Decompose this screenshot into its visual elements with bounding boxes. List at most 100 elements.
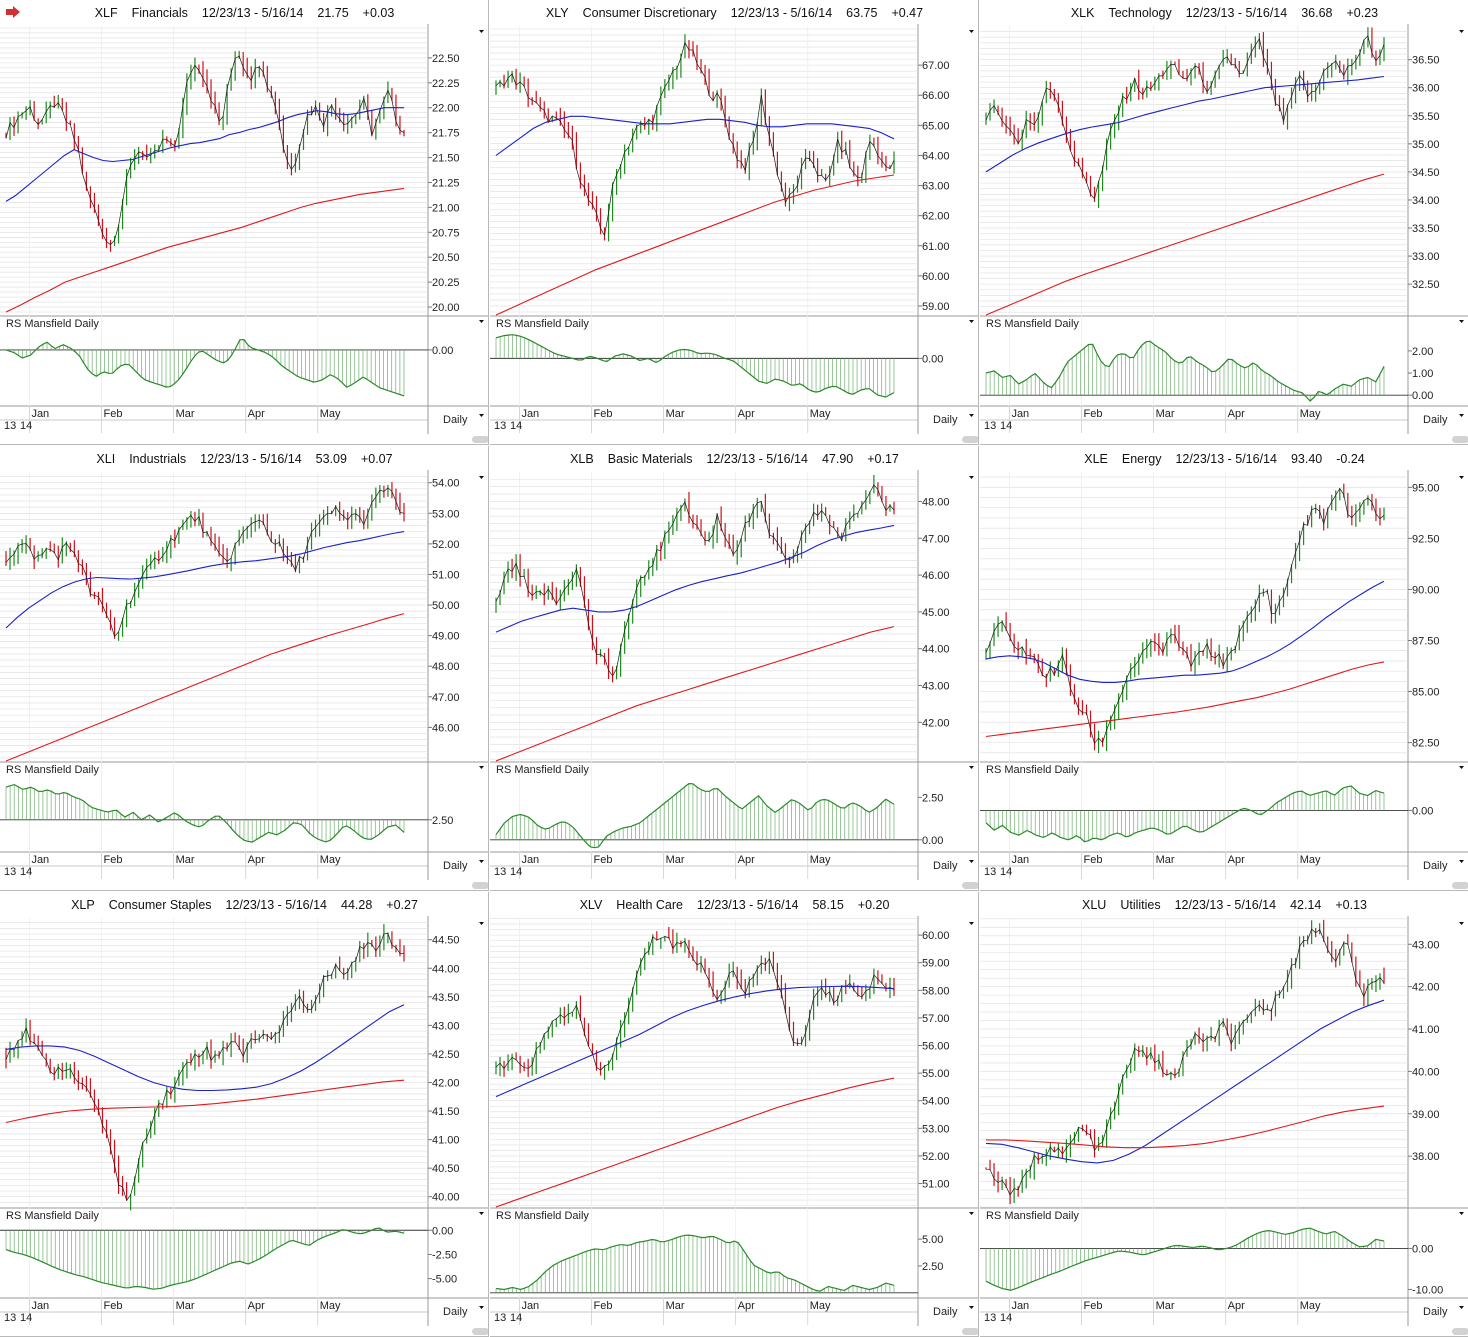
year-label: 13: [4, 866, 16, 878]
dropdown-icon: [479, 922, 484, 925]
sma50-line: [495, 985, 895, 1098]
chart-title: XLI Industrials 12/23/13 - 5/16/14 53.09 +0.…: [0, 452, 488, 466]
chart-panel-xle[interactable]: XLE Energy 12/23/13 - 5/16/14 93.40 -0.24 82.…: [980, 446, 1468, 891]
chart-panel-xlv[interactable]: XLV Health Care 12/23/13 - 5/16/14 58.15 +0.…: [490, 892, 979, 1337]
month-label: Apr: [738, 408, 755, 420]
scrollbar-thumb[interactable]: [472, 436, 489, 443]
scrollbar-thumb[interactable]: [1452, 436, 1468, 443]
price-tick-label: 90.00: [1412, 584, 1440, 596]
price-tick-label: 51.00: [922, 1179, 950, 1191]
price-tick-label: 56.00: [922, 1041, 950, 1053]
dropdown-icon: [1459, 30, 1464, 33]
price-tick-label: 52.00: [432, 539, 460, 551]
price-tick-label: 34.50: [1412, 167, 1440, 179]
chart-panel-xlu[interactable]: XLU Utilities 12/23/13 - 5/16/14 42.14 +0.13…: [980, 892, 1468, 1337]
title-symbol: XLF: [94, 6, 118, 20]
sma50-line: [985, 580, 1385, 683]
year-label: 13: [984, 1312, 996, 1324]
sma200-line: [5, 187, 405, 313]
rs-tick-label: 0.00: [922, 835, 943, 847]
dropdown-icon: [1459, 476, 1464, 479]
chart-title: XLB Basic Materials 12/23/13 - 5/16/14 47.9…: [490, 452, 978, 466]
chart-panel-xlf[interactable]: XLF Financials 12/23/13 - 5/16/14 21.75 +0.0…: [0, 0, 489, 445]
rs-title: RS Mansfield Daily: [986, 318, 1079, 330]
price-tick-label: 20.00: [432, 302, 460, 314]
rs-tick-label: 0.00: [432, 345, 453, 357]
dropdown-icon: [1459, 414, 1464, 417]
price-tick-label: 53.00: [922, 1123, 950, 1135]
title-name: Technology: [1108, 6, 1172, 20]
price-tick-label: 21.25: [432, 177, 460, 189]
chart-panel-xlb[interactable]: XLB Basic Materials 12/23/13 - 5/16/14 47.9…: [490, 446, 979, 891]
chart-title: XLK Technology 12/23/13 - 5/16/14 36.68 +0.2…: [980, 6, 1468, 20]
timeframe-label: Daily: [1423, 414, 1448, 426]
price-tick-label: 32.50: [1412, 279, 1440, 291]
scrollbar-thumb[interactable]: [472, 882, 489, 889]
month-label: Feb: [594, 854, 613, 866]
month-label: Mar: [666, 408, 685, 420]
price-tick-label: 67.00: [922, 60, 950, 72]
scrollbar-thumb[interactable]: [1452, 1328, 1468, 1335]
chart-canvas: 51.00 52.00 53.00 54.00 55.00 56.00 57.00 58.00…: [490, 916, 979, 1335]
title-last: 93.40: [1290, 452, 1323, 466]
dropdown-icon: [969, 1306, 974, 1309]
rs-tick-label: 2.50: [432, 815, 453, 827]
price-tick-label: 43.00: [1412, 939, 1440, 951]
sma200-line: [5, 1079, 405, 1124]
scrollbar-thumb[interactable]: [1452, 882, 1468, 889]
price-tick-label: 22.25: [432, 78, 460, 90]
month-label: May: [1300, 854, 1321, 866]
title-last: 44.28: [341, 898, 373, 912]
dropdown-icon: [1459, 320, 1464, 323]
price-tick-label: 45.00: [922, 607, 950, 619]
chart-panel-xlk[interactable]: XLK Technology 12/23/13 - 5/16/14 36.68 +0.2…: [980, 0, 1468, 445]
month-label: Feb: [1084, 408, 1103, 420]
price-tick-label: 43.00: [922, 681, 950, 693]
title-change: +0.27: [386, 898, 418, 912]
month-label: May: [1300, 1300, 1321, 1312]
month-label: Feb: [594, 1300, 613, 1312]
dropdown-icon: [479, 766, 484, 769]
scrollbar-thumb[interactable]: [472, 1328, 489, 1335]
month-label: Apr: [1228, 854, 1245, 866]
timeframe-label: Daily: [933, 860, 958, 872]
rs-line: [985, 340, 1385, 402]
chart-panel-xli[interactable]: XLI Industrials 12/23/13 - 5/16/14 53.09 +0.…: [0, 446, 489, 891]
scrollbar-thumb[interactable]: [962, 436, 979, 443]
title-date-range: 12/23/13 - 5/16/14: [225, 898, 328, 912]
sma50-line: [5, 107, 404, 202]
price-close-line: [985, 35, 1385, 200]
chart-title: XLF Financials 12/23/13 - 5/16/14 21.75 +0.0…: [0, 6, 488, 20]
price-tick-label: 40.50: [432, 1163, 460, 1175]
month-label: Feb: [1084, 1300, 1103, 1312]
dropdown-icon: [969, 766, 974, 769]
price-tick-label: 65.00: [922, 120, 950, 132]
price-tick-label: 44.50: [432, 935, 460, 947]
title-change: -0.24: [1336, 452, 1365, 466]
price-tick-label: 21.75: [432, 128, 460, 140]
price-tick-label: 33.00: [1412, 251, 1440, 263]
title-last: 36.68: [1301, 6, 1333, 20]
rs-title: RS Mansfield Daily: [986, 764, 1079, 776]
month-label: May: [320, 854, 341, 866]
chart-canvas: 82.50 85.00 87.50 90.00 92.50 95.00 RS Mansfie…: [980, 470, 1468, 889]
dropdown-icon: [969, 30, 974, 33]
price-close-line: [985, 928, 1385, 1196]
price-tick-label: 46.00: [432, 722, 460, 734]
scrollbar-thumb[interactable]: [962, 1328, 979, 1335]
chart-canvas: 46.00 47.00 48.00 49.00 50.00 51.00 52.00 53.00…: [0, 470, 489, 889]
price-tick-label: 42.00: [432, 1077, 460, 1089]
title-date-range: 12/23/13 - 5/16/14: [201, 6, 304, 20]
price-tick-label: 44.00: [432, 963, 460, 975]
price-tick-label: 20.25: [432, 277, 460, 289]
scrollbar-thumb[interactable]: [962, 882, 979, 889]
sma200-line: [495, 1077, 895, 1208]
chart-panel-xlp[interactable]: XLP Consumer Staples 12/23/13 - 5/16/14 44.…: [0, 892, 489, 1337]
title-symbol: XLY: [545, 6, 569, 20]
chart-panel-xly[interactable]: XLY Consumer Discretionary 12/23/13 - 5/16…: [490, 0, 979, 445]
title-change: +0.23: [1346, 6, 1379, 20]
price-tick-label: 20.50: [432, 252, 460, 264]
price-close-line: [5, 487, 405, 638]
title-last: 53.09: [315, 452, 347, 466]
price-tick-label: 40.00: [1412, 1066, 1440, 1078]
